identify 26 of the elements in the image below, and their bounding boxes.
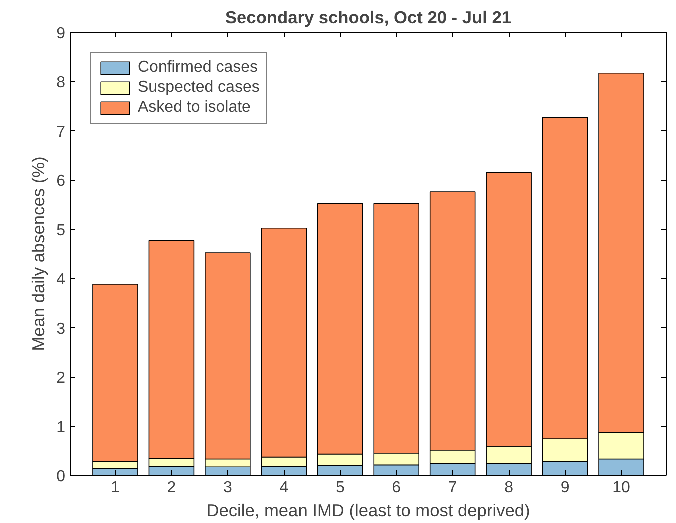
y-axis-title: Mean daily absences (%) <box>28 156 49 352</box>
y-tick-label: 0 <box>56 468 66 486</box>
x-tick-label: 8 <box>504 480 514 496</box>
y-tick-label: 4 <box>56 272 66 289</box>
x-tick-label: 4 <box>280 480 289 496</box>
x-tick-label: 10 <box>612 480 631 496</box>
x-axis-title: Decile, mean IMD (least to most deprived) <box>206 500 530 520</box>
x-tick-label: 6 <box>392 480 402 496</box>
y-tick-label: 6 <box>56 173 66 190</box>
x-tick-label: 3 <box>223 480 232 496</box>
legend-label: Confirmed cases <box>138 59 258 77</box>
chart-title: Secondary schools, Oct 20 - Jul 21 <box>225 8 512 28</box>
legend-label: Suspected cases <box>138 79 260 97</box>
y-tick-label: 9 <box>56 26 66 42</box>
y-tick-label: 2 <box>56 370 66 388</box>
y-tick-label: 5 <box>56 222 66 240</box>
legend-label: Asked to isolate <box>138 99 251 117</box>
x-tick-label: 9 <box>560 480 570 496</box>
x-tick-label: 2 <box>167 480 176 496</box>
x-tick-label: 5 <box>336 480 345 496</box>
y-tick-label: 3 <box>56 320 66 338</box>
y-tick-label: 1 <box>56 419 66 436</box>
y-tick-label: 7 <box>56 124 66 141</box>
x-tick-label: 1 <box>111 480 120 496</box>
x-tick-label: 7 <box>448 480 458 496</box>
y-tick-label: 8 <box>56 74 66 92</box>
